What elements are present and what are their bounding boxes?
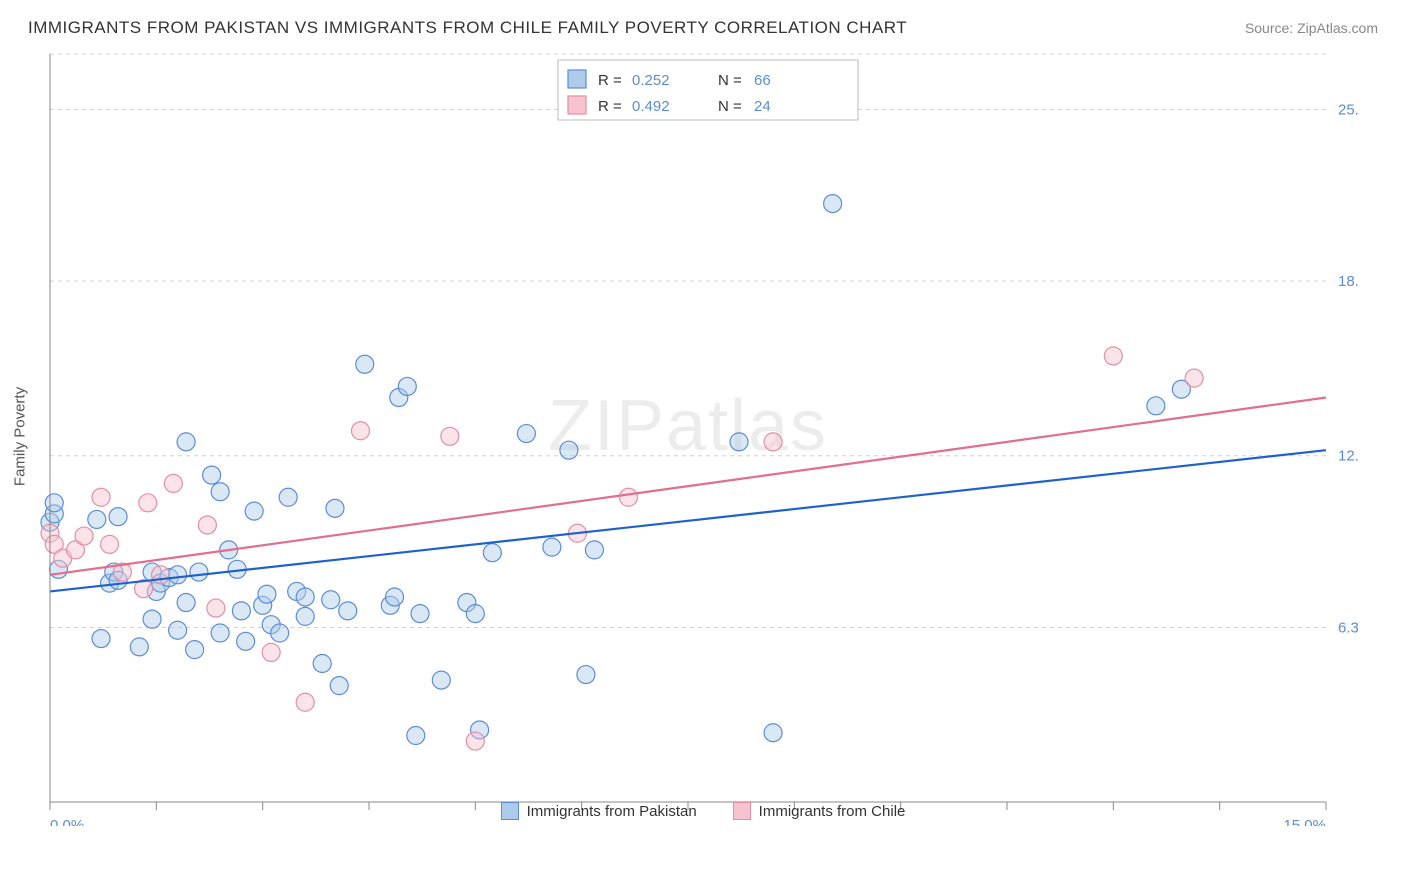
- svg-text:R =: R =: [598, 72, 622, 89]
- source-attribution: Source: ZipAtlas.com: [1245, 20, 1378, 36]
- chart-header: IMMIGRANTS FROM PAKISTAN VS IMMIGRANTS F…: [0, 0, 1406, 46]
- source-prefix: Source:: [1245, 20, 1297, 36]
- legend-swatch-pakistan: [501, 802, 519, 820]
- legend-label-pakistan: Immigrants from Pakistan: [527, 803, 697, 820]
- legend-item-chile: Immigrants from Chile: [733, 802, 906, 820]
- svg-text:24: 24: [754, 98, 771, 115]
- svg-text:25.0%: 25.0%: [1338, 101, 1358, 118]
- chart-title: IMMIGRANTS FROM PAKISTAN VS IMMIGRANTS F…: [28, 18, 907, 38]
- y-axis-label: Family Poverty: [12, 387, 29, 486]
- scatter-chart: 6.3%12.5%18.8%25.0%ZIPatlasR = 0.252N = …: [28, 46, 1358, 826]
- svg-text:0.252: 0.252: [632, 72, 670, 89]
- svg-text:0.492: 0.492: [632, 98, 670, 115]
- svg-text:6.3%: 6.3%: [1338, 619, 1358, 636]
- svg-text:66: 66: [754, 72, 771, 89]
- svg-text:18.8%: 18.8%: [1338, 273, 1358, 290]
- svg-text:12.5%: 12.5%: [1338, 448, 1358, 465]
- legend-item-pakistan: Immigrants from Pakistan: [501, 802, 697, 820]
- legend-swatch-chile: [733, 802, 751, 820]
- svg-text:ZIPatlas: ZIPatlas: [548, 386, 828, 466]
- svg-text:N =: N =: [718, 72, 742, 89]
- legend-bottom: Immigrants from Pakistan Immigrants from…: [28, 802, 1378, 820]
- source-link[interactable]: ZipAtlas.com: [1297, 20, 1378, 36]
- legend-label-chile: Immigrants from Chile: [759, 803, 906, 820]
- svg-text:R =: R =: [598, 98, 622, 115]
- chart-container: Family Poverty 6.3%12.5%18.8%25.0%ZIPatl…: [28, 46, 1378, 826]
- svg-text:N =: N =: [718, 98, 742, 115]
